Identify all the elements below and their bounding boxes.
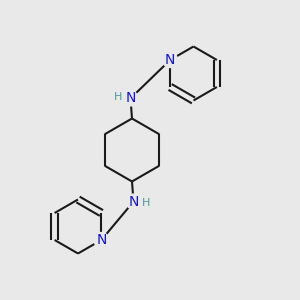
Text: H: H xyxy=(114,92,122,102)
Circle shape xyxy=(126,194,141,209)
Circle shape xyxy=(163,52,178,68)
Text: H: H xyxy=(142,198,150,208)
Text: N: N xyxy=(165,53,175,67)
Text: N: N xyxy=(125,92,136,105)
Text: N: N xyxy=(128,195,139,208)
Text: N: N xyxy=(96,233,106,247)
Circle shape xyxy=(123,91,138,106)
Circle shape xyxy=(94,232,109,247)
